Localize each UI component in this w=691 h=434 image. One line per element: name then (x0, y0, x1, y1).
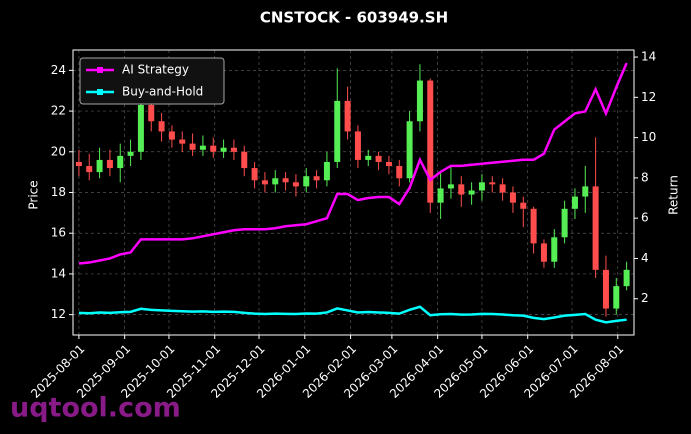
candle-body (313, 176, 320, 181)
candle-body (592, 186, 599, 270)
y-tick-label: 20 (51, 144, 66, 158)
candle-body (303, 176, 310, 187)
legend-marker (97, 89, 103, 95)
candle-body (375, 155, 382, 162)
y2-tick-label: 14 (641, 50, 656, 64)
y-tick-label: 18 (51, 185, 66, 199)
candle-body (168, 131, 175, 140)
candle-body (468, 190, 475, 195)
candle-body (623, 269, 630, 287)
candle-body (334, 100, 341, 162)
y2-axis-label: Return (667, 175, 681, 215)
candle-body (251, 168, 258, 181)
candle-body (282, 178, 289, 183)
candle-body (406, 121, 413, 179)
candle-body (220, 147, 227, 152)
candle-body (272, 178, 279, 185)
candle-body (179, 139, 186, 144)
y-tick-label: 16 (51, 226, 66, 240)
candle-body (561, 208, 568, 238)
return-line (78, 305, 627, 324)
y2-tick-label: 10 (641, 130, 656, 144)
candle-body (210, 145, 217, 152)
candle-body (396, 166, 403, 179)
candle-body (241, 151, 248, 169)
candle-body (292, 182, 299, 187)
candle-body (106, 159, 113, 169)
candle-body (478, 182, 485, 191)
y2-tick-label: 2 (641, 291, 649, 305)
candle-body (96, 159, 103, 173)
chart-title: CNSTOCK - 603949.SH (260, 9, 448, 27)
candle-body (323, 161, 330, 181)
y-tick-label: 14 (51, 266, 66, 280)
y2-tick-label: 8 (641, 170, 649, 184)
candle-body (354, 131, 361, 160)
y2-tick-label: 6 (641, 211, 649, 225)
candle-body (551, 237, 558, 262)
watermark: uqtool.com (10, 393, 181, 424)
legend-box (79, 57, 225, 105)
legend-label: Buy-and-Hold (122, 85, 203, 99)
y-axis-label: Price (27, 180, 41, 209)
candle-body (489, 182, 496, 185)
candle-body (447, 184, 454, 189)
candle-body (86, 166, 93, 173)
candle-body (230, 147, 237, 152)
candle-body (520, 202, 527, 209)
y2-tick-label: 12 (641, 90, 656, 104)
candle-body (365, 155, 372, 160)
candle-body (199, 145, 206, 150)
candle-body (127, 151, 134, 156)
candle-body (427, 80, 434, 203)
candle-body (499, 184, 506, 193)
legend-marker (97, 67, 103, 73)
legend-label: AI Strategy (122, 63, 189, 77)
y-tick-label: 24 (51, 63, 66, 77)
y-tick-label: 12 (51, 307, 66, 321)
plot-frame (72, 49, 635, 336)
candle-body (385, 161, 392, 167)
candle-body (540, 243, 547, 262)
candle-body (75, 161, 82, 167)
candle-body (613, 286, 620, 309)
candle-body (158, 121, 165, 132)
candle-body (458, 184, 465, 195)
candle-body (509, 192, 516, 203)
y-tick-label: 22 (51, 104, 66, 118)
candle-body (117, 155, 124, 169)
candle-body (344, 100, 351, 132)
candle-body (189, 143, 196, 150)
candle-body (530, 208, 537, 244)
candle-body (571, 196, 578, 209)
y2-tick-label: 4 (641, 251, 649, 265)
candle-body (148, 104, 155, 122)
candle-body (602, 269, 609, 309)
return-line (78, 62, 628, 265)
candle-body (582, 186, 589, 197)
candle-body (261, 180, 268, 185)
candle-body (137, 104, 144, 152)
candle-body (416, 80, 423, 122)
candle-body (437, 188, 444, 203)
legend: AI Strategy Buy-and-Hold (79, 57, 225, 105)
